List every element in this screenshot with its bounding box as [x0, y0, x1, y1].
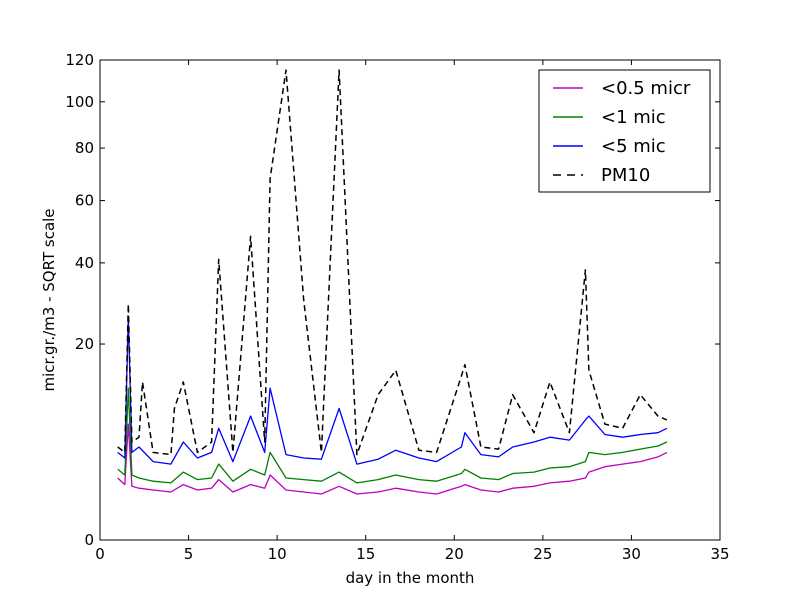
y-tick-label: 60: [75, 192, 94, 210]
y-tick-label: 80: [75, 139, 94, 157]
y-tick-label: 100: [65, 93, 94, 111]
x-tick-label: 35: [710, 545, 729, 563]
y-tick-label: 20: [75, 335, 94, 353]
y-tick-label: 40: [75, 254, 94, 272]
x-axis-label: day in the month: [346, 569, 475, 587]
series-line-1: [117, 387, 668, 484]
y-tick-label: 120: [65, 51, 94, 69]
x-tick-label: 10: [268, 545, 287, 563]
legend-label-3: PM10: [601, 165, 650, 186]
ticks-layer: 0 5 10 15 20 25 30 35 0 20 40 60 80 100 120: [65, 51, 729, 563]
legend-label-2: <5 mic: [601, 136, 666, 157]
x-tick-label: 0: [95, 545, 105, 563]
plot-frame: [99, 59, 721, 541]
legend-label-1: <1 mic: [601, 107, 666, 128]
y-axis-label: micr.gr./m3 - SQRT scale: [40, 208, 58, 391]
legend-label-0: <0.5 micr: [601, 78, 691, 99]
series-line-0: [117, 423, 668, 495]
series-line-3: [117, 69, 668, 456]
x-tick-label: 15: [356, 545, 375, 563]
series-line-2: [117, 315, 668, 465]
legend: <0.5 micr <1 mic <5 mic PM10: [538, 69, 711, 193]
x-tick-label: 5: [184, 545, 194, 563]
legend-entries: <0.5 micr <1 mic <5 mic PM10: [553, 78, 691, 186]
y-tick-label: 0: [84, 531, 94, 549]
x-tick-label: 25: [533, 545, 552, 563]
x-tick-label: 30: [622, 545, 641, 563]
x-tick-label: 20: [445, 545, 464, 563]
legend-box: [538, 69, 711, 193]
series-layer: [117, 69, 668, 495]
